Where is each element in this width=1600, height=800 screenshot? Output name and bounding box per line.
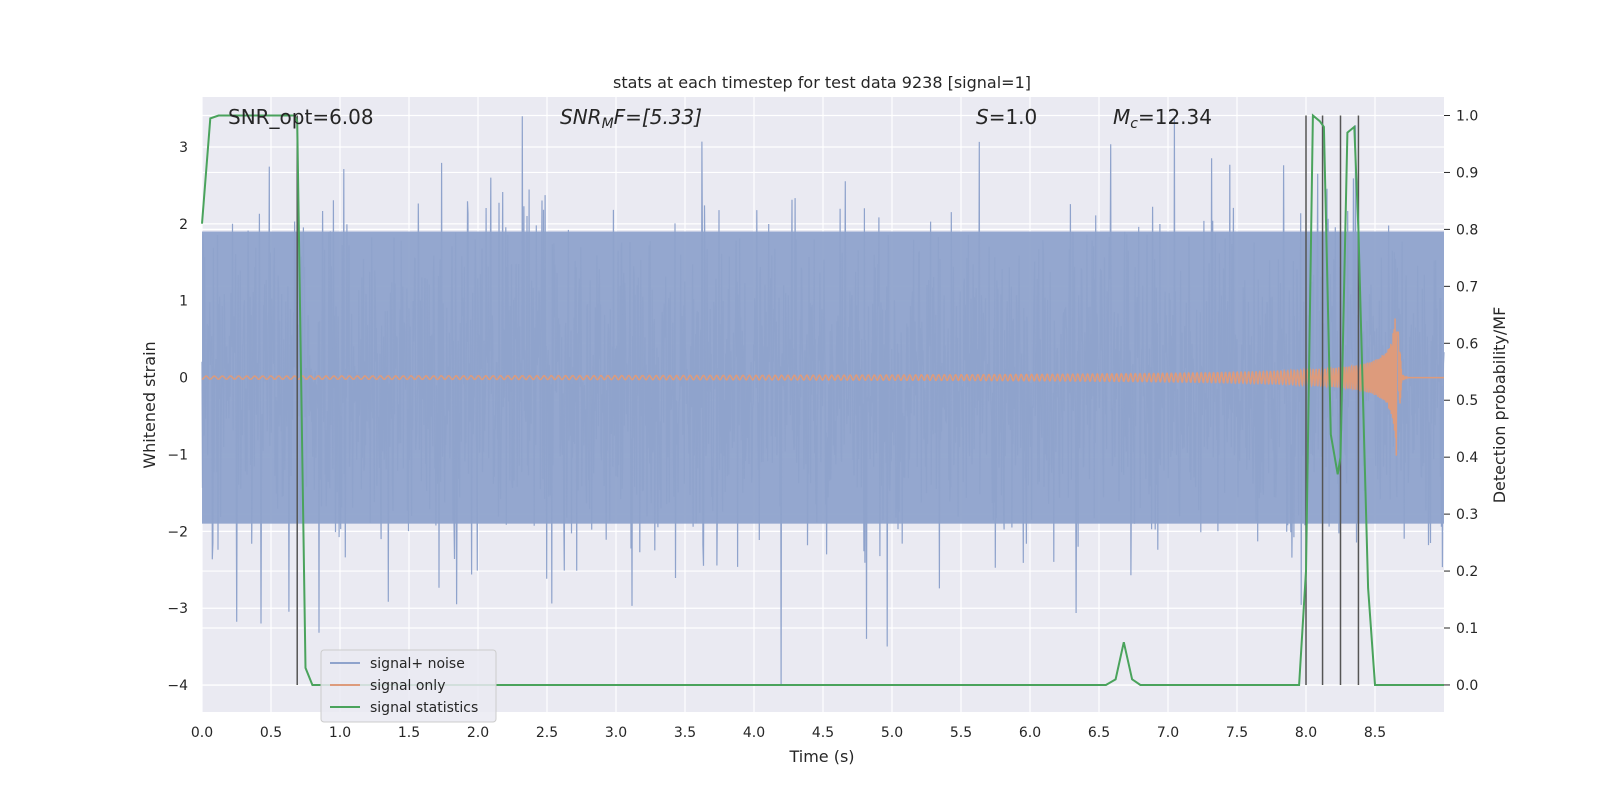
- y-right-tick-label-7: 0.3: [1456, 507, 1478, 523]
- y-right-tick-labels: 1.0 0.9 0.8 0.7 0.6 0.5 0.4 0.3 0.2 0.1 0.0: [1444, 109, 1478, 694]
- y-axis-label-right: Detection probability/MF: [1490, 307, 1509, 504]
- y-left-tick-labels: 3 2 1 0 −1 −2 −3 −4: [167, 140, 188, 694]
- y-left-tick-label-7: −4: [167, 678, 188, 694]
- x-tick-label-12: 6.0: [1019, 725, 1041, 741]
- legend-box: [320, 649, 497, 723]
- y-right-tick-label-8: 0.2: [1456, 564, 1478, 580]
- y-left-tick-label-0: 3: [179, 140, 188, 156]
- signal-only-series: [201, 318, 1444, 456]
- legend-label-signal-only: signal only: [370, 678, 445, 694]
- x-tick-label-1: 0.5: [260, 725, 282, 741]
- y-axis-label-left: Whitened strain: [140, 341, 159, 468]
- y-right-tick-label-6: 0.4: [1456, 450, 1478, 466]
- y-left-tick-label-4: −1: [167, 447, 188, 463]
- x-tick-label-15: 7.5: [1226, 725, 1248, 741]
- x-tick-label-11: 5.5: [950, 725, 972, 741]
- x-tick-label-10: 5.0: [881, 725, 903, 741]
- x-tick-label-17: 8.5: [1364, 725, 1386, 741]
- noise-line: [201, 116, 1445, 686]
- x-tick-label-14: 7.0: [1157, 725, 1179, 741]
- chirp-line: [201, 318, 1444, 456]
- y-right-tick-label-10: 0.0: [1456, 678, 1478, 694]
- statistics-line: [201, 113, 1444, 686]
- x-tick-labels: 0.0 0.5 1.0 1.5 2.0 2.5 3.0 3.5 4.0 4.5 5.0 5.5 6.0 6…: [191, 725, 1386, 741]
- y-left-tick-label-1: 2: [179, 217, 188, 233]
- y-right-tick-label-2: 0.8: [1456, 222, 1478, 238]
- annotation-snr-mf: SNRMF=[5.33]: [560, 105, 702, 132]
- x-tick-label-13: 6.5: [1088, 725, 1110, 741]
- y-right-tick-label-5: 0.5: [1456, 393, 1478, 409]
- y-right-tick-label-3: 0.7: [1456, 279, 1478, 295]
- y-right-tick-label-1: 0.9: [1456, 165, 1478, 181]
- y-right-tick-label-0: 1.0: [1456, 109, 1478, 125]
- annotation-s: S=1.0: [976, 105, 1037, 129]
- x-tick-label-4: 2.0: [467, 725, 489, 741]
- annotation-snr-opt: SNR_opt=6.08: [228, 105, 374, 129]
- x-tick-label-0: 0.0: [191, 725, 213, 741]
- legend-label-signal-statistics: signal statistics: [370, 700, 478, 716]
- y-left-tick-label-6: −3: [167, 601, 188, 617]
- y-left-tick-label-2: 1: [179, 294, 188, 310]
- x-tick-label-9: 4.5: [812, 725, 834, 741]
- y-right-tick-label-9: 0.1: [1456, 621, 1478, 637]
- y-left-tick-label-5: −2: [167, 524, 188, 540]
- y-left-tick-label-3: 0: [179, 371, 188, 387]
- x-tick-label-6: 3.0: [605, 725, 627, 741]
- x-axis-label: Time (s): [788, 747, 854, 766]
- x-tick-label-2: 1.0: [329, 725, 351, 741]
- x-tick-label-3: 1.5: [398, 725, 420, 741]
- chart-title: stats at each timestep for test data 923…: [613, 73, 1031, 92]
- legend-label-signal-noise: signal+ noise: [370, 656, 465, 672]
- legend: signal+ noise signal only signal statist…: [320, 649, 497, 723]
- x-tick-label-5: 2.5: [536, 725, 558, 741]
- x-tick-label-7: 3.5: [674, 725, 696, 741]
- x-tick-label-16: 8.0: [1295, 725, 1317, 741]
- signal-statistics-series: [201, 113, 1444, 686]
- annotation-mc: Mc=12.34: [1113, 105, 1212, 132]
- x-tick-label-8: 4.0: [743, 725, 765, 741]
- y-right-tick-label-4: 0.6: [1456, 336, 1478, 352]
